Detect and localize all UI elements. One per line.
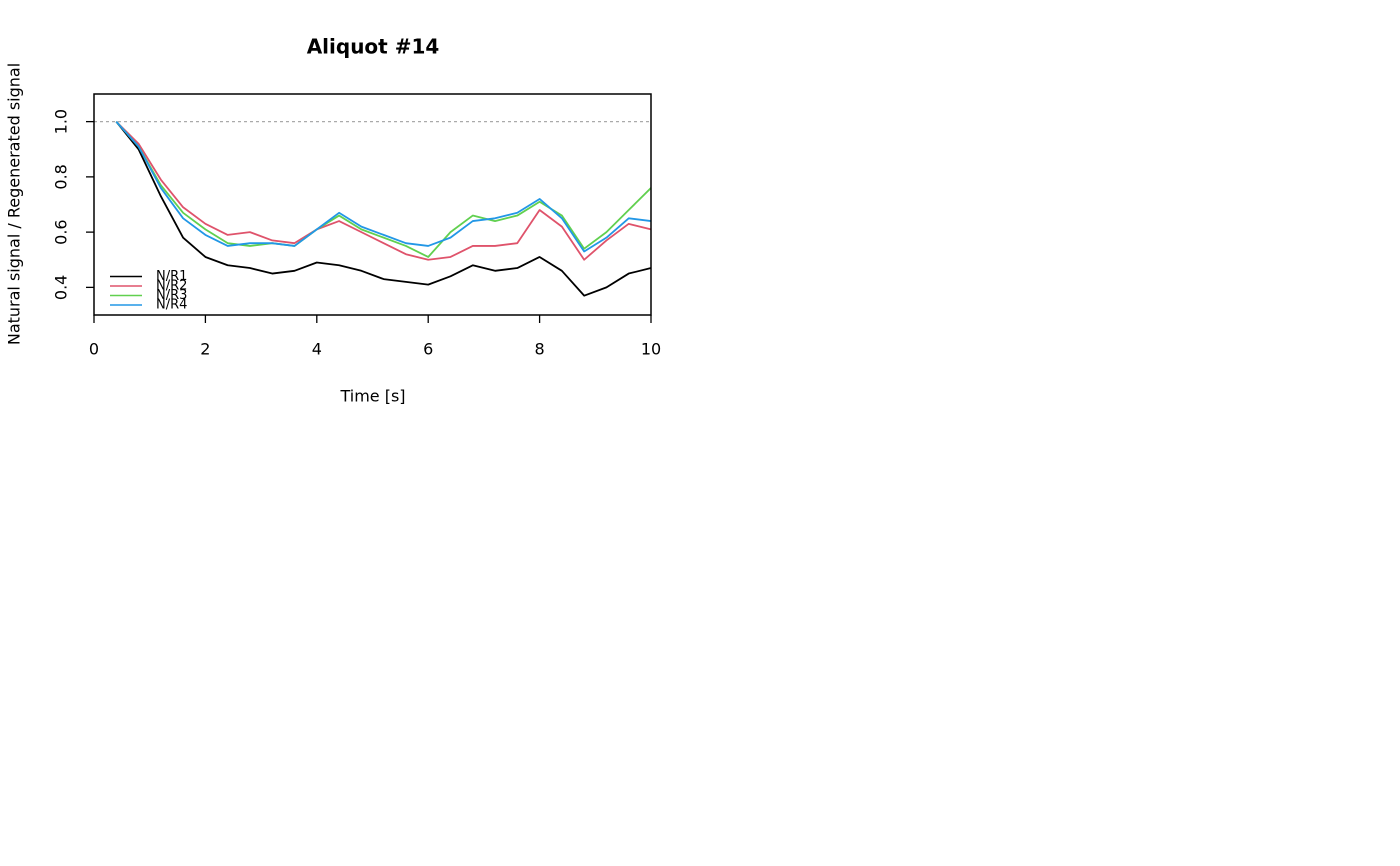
plot-frame [93,93,652,316]
data-line [115,120,652,261]
x-tick-label: 8 [535,340,545,359]
x-tick-label: 10 [641,340,661,359]
legend-label: N/R2 [156,279,187,294]
x-axis-label: Time [s] [339,387,405,406]
legend-label: N/R4 [156,298,187,313]
y-tick-label: 1.0 [52,109,71,134]
legend-label: N/R1 [156,269,187,284]
y-tick-label: 0.6 [52,219,71,244]
data-line [115,121,652,297]
legend-label: N/R3 [156,288,187,303]
data-line [115,121,652,258]
x-tick-label: 0 [89,340,99,359]
x-tick-label: 2 [200,340,210,359]
data-line [115,121,652,253]
x-tick-label: 4 [312,340,322,359]
y-tick-label: 0.4 [52,275,71,300]
y-axis-label: Natural signal / Regenerated signal [5,63,24,345]
x-tick-label: 6 [423,340,433,359]
y-tick-label: 0.8 [52,164,71,189]
chart-title: Aliquot #14 [307,35,440,59]
